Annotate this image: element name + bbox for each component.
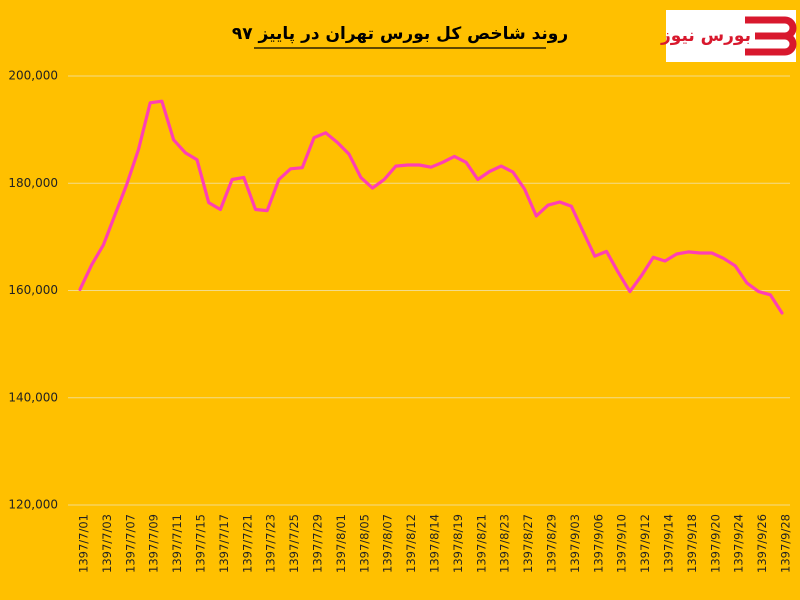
logo-icon: [745, 16, 797, 56]
x-tick-label: 1397/7/01: [77, 514, 91, 573]
y-tick-label: 160,000: [8, 283, 58, 297]
x-tick-label: 1397/8/14: [428, 514, 442, 573]
x-tick-label: 1397/7/15: [194, 514, 208, 573]
x-tick-label: 1397/9/10: [615, 514, 629, 573]
x-tick-label: 1397/9/28: [779, 514, 793, 573]
y-tick-label: 200,000: [8, 69, 58, 83]
x-tick-label: 1397/8/23: [498, 514, 512, 573]
x-tick-label: 1397/8/07: [381, 514, 395, 573]
y-tick-label: 140,000: [8, 390, 58, 404]
x-tick-label: 1397/7/17: [217, 514, 231, 573]
x-tick-label: 1397/8/01: [334, 514, 348, 573]
x-tick-label: 1397/7/11: [170, 514, 184, 573]
x-tick-label: 1397/7/29: [311, 514, 325, 573]
x-tick-label: 1397/7/21: [240, 514, 254, 573]
x-tick-label: 1397/8/21: [474, 514, 488, 573]
x-tick-label: 1397/9/24: [732, 514, 746, 573]
x-tick-label: 1397/8/12: [404, 514, 418, 573]
x-tick-label: 1397/9/06: [591, 514, 605, 573]
x-tick-label: 1397/9/03: [568, 514, 582, 573]
x-tick-label: 1397/8/05: [357, 514, 371, 573]
x-tick-label: 1397/9/18: [685, 514, 699, 573]
x-tick-label: 1397/9/12: [638, 514, 652, 573]
x-tick-label: 1397/9/14: [662, 514, 676, 573]
chart-title: روند شاخص کل بورس تهران در پاییز ۹۷: [232, 24, 568, 44]
y-tick-label: 180,000: [8, 176, 58, 190]
x-tick-label: 1397/7/07: [123, 514, 137, 573]
x-tick-label: 1397/7/03: [100, 514, 114, 573]
x-tick-label: 1397/8/27: [521, 514, 535, 573]
logo: بورس نیوز: [660, 10, 797, 62]
x-tick-label: 1397/9/26: [755, 514, 769, 573]
x-tick-label: 1397/7/23: [264, 514, 278, 573]
x-tick-label: 1397/8/19: [451, 514, 465, 573]
series-line: [78, 99, 784, 315]
logo-text: بورس نیوز: [660, 26, 751, 46]
x-tick-label: 1397/7/09: [147, 514, 161, 573]
x-tick-label: 1397/7/25: [287, 514, 301, 573]
y-tick-label: 120,000: [8, 498, 58, 512]
x-tick-label: 1397/8/29: [545, 514, 559, 573]
x-tick-label: 1397/9/20: [708, 514, 722, 573]
